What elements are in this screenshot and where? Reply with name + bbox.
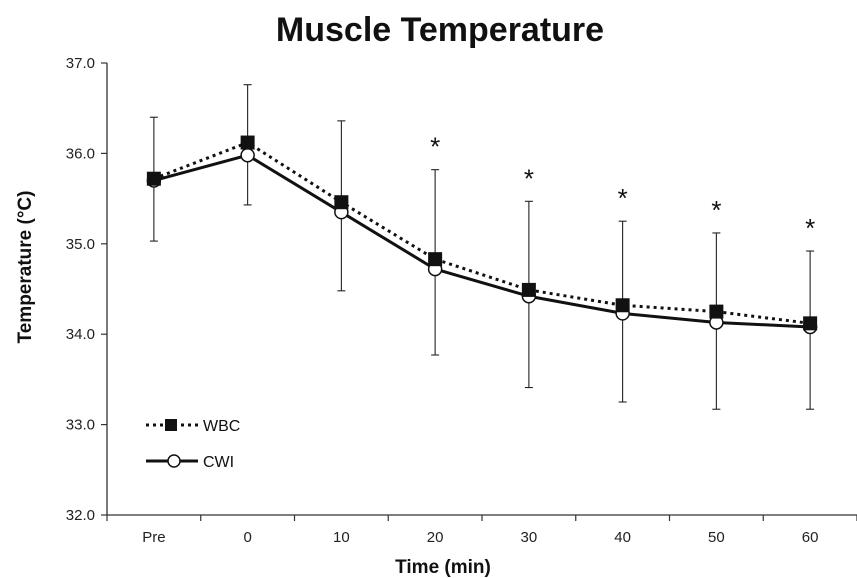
significance-star: *: [618, 183, 628, 213]
data-point-wbc: [709, 304, 724, 319]
legend: WBC CWI: [146, 418, 240, 471]
y-tick-label: 33.0: [66, 417, 95, 434]
significance-star: *: [805, 213, 815, 243]
significance-markers: * * * * *: [430, 132, 815, 243]
x-tick-label: Pre: [142, 529, 165, 546]
series-line-cwi: [153, 153, 811, 329]
significance-star: *: [524, 163, 534, 193]
x-tick-label: 60: [802, 529, 819, 546]
legend-wbc-marker: [165, 419, 177, 431]
data-point-wbc: [615, 298, 630, 313]
x-tick-label: 20: [427, 529, 444, 546]
data-point-wbc: [334, 195, 349, 210]
x-tick-label: 10: [333, 529, 350, 546]
y-tick-label: 37.0: [66, 55, 95, 72]
x-tick-label: 40: [614, 529, 631, 546]
chart-title: Muscle Temperature: [276, 11, 604, 49]
series-line-wbc: [153, 141, 811, 325]
legend-cwi-label: CWI: [203, 454, 234, 471]
x-axis-label: Time (min): [395, 557, 491, 578]
y-tick-label: 32.0: [66, 507, 95, 524]
y-tick-label: 35.0: [66, 236, 95, 253]
x-tick-label: 50: [708, 529, 725, 546]
legend-cwi-marker: [167, 454, 181, 468]
legend-wbc-label: WBC: [203, 418, 240, 435]
y-tick-label: 36.0: [66, 145, 95, 162]
data-point-wbc: [803, 316, 818, 331]
series-lines: [153, 141, 811, 329]
significance-star: *: [711, 195, 721, 225]
x-tick-label: 0: [243, 529, 251, 546]
error-bars: [149, 84, 815, 410]
data-point-wbc: [240, 135, 255, 150]
data-point-cwi: [240, 147, 255, 163]
axes: [106, 63, 857, 516]
data-point-wbc: [521, 282, 536, 297]
data-point-wbc: [428, 252, 443, 267]
series-markers: [146, 135, 818, 335]
x-tick-label: 30: [521, 529, 538, 546]
y-axis-label: Temperature (°C): [15, 191, 36, 344]
data-point-wbc: [146, 171, 161, 186]
ticks: 32.0 33.0 34.0 35.0 36.0 37.0 Pre 0 10 20 30 40 50 60: [66, 55, 857, 546]
significance-star: *: [430, 132, 440, 162]
y-tick-label: 34.0: [66, 326, 95, 343]
